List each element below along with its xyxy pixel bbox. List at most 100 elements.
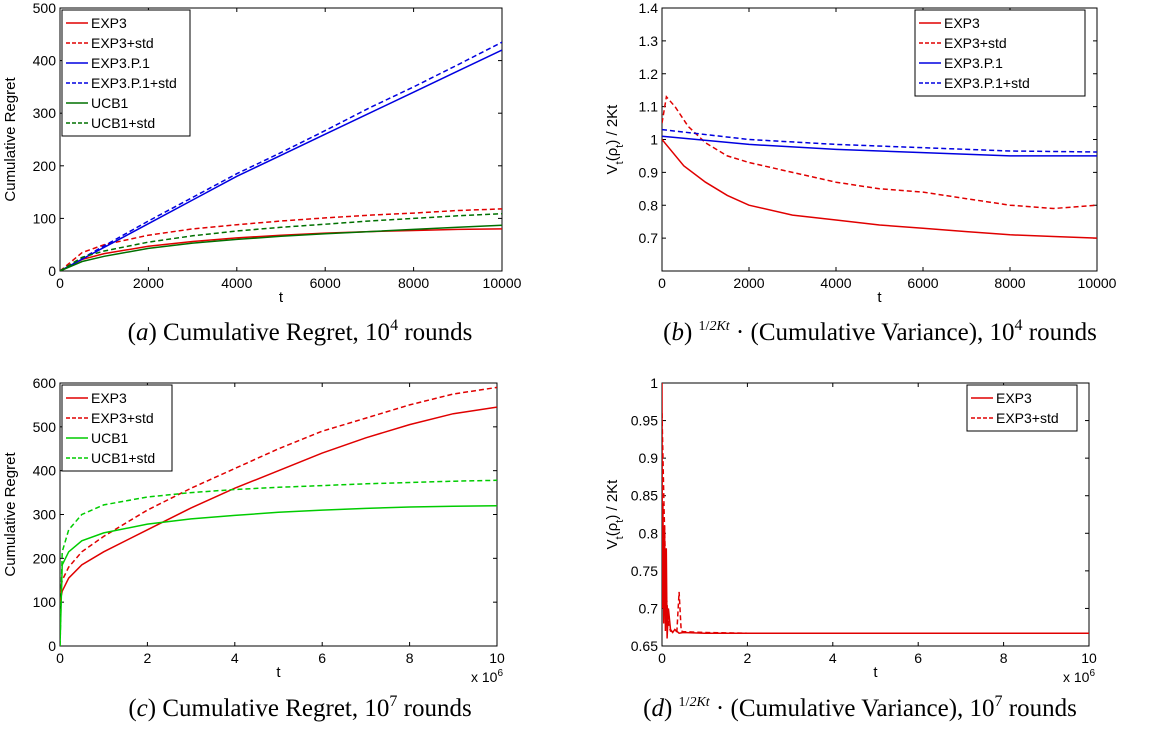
legend-box (914, 9, 1086, 97)
y-axis-label-part: (ρ (604, 148, 621, 162)
series-line-exp3-p-1 (662, 135, 1097, 157)
y-tick-label: 600 (33, 375, 57, 391)
y-tick-label: 1.1 (639, 99, 659, 115)
legend-label: EXP3 (996, 390, 1032, 406)
legend-label: EXP3 (944, 15, 980, 31)
caption-paren-open: ( (663, 319, 671, 346)
x-tick-label: 4000 (221, 275, 252, 291)
caption-paren-open: ( (128, 319, 136, 346)
caption-letter: d (651, 695, 664, 722)
caption-letter: c (137, 695, 148, 722)
series-line-exp3-p-1-std (60, 41, 502, 271)
caption-text: Cumulative Regret, 10 (163, 319, 390, 346)
caption-text: · (Cumulative Variance), 10 (710, 695, 995, 722)
y-tick-label: 0.9 (639, 164, 659, 180)
legend: EXP3 EXP3+std EXP3.P.1 EXP3.P.1+std UCB1 UCB1… (61, 9, 191, 137)
y-tick-label: 500 (33, 419, 57, 435)
y-axis-label-part: V (604, 539, 621, 549)
legend-label: EXP3.P.1 (91, 55, 150, 71)
legend-label: EXP3+std (944, 35, 1007, 51)
y-tick-label: 200 (33, 158, 57, 174)
legend-label: EXP3+std (996, 410, 1059, 426)
y-tick-label: 0.7 (639, 600, 659, 616)
y-tick-label: 0.8 (639, 525, 659, 541)
caption-paren-close: ) (148, 695, 163, 722)
y-tick-label: 0 (48, 263, 56, 279)
y-tick-label: 0.7 (639, 230, 659, 246)
legend-label: EXP3+std (91, 35, 154, 51)
series-line-exp3-p-1-std (662, 128, 1097, 153)
x-multiplier-label: x 106 (471, 668, 503, 685)
y-tick-label: 400 (33, 53, 57, 69)
legend-label: UCB1 (91, 430, 129, 446)
x-multiplier-exponent: 6 (497, 668, 503, 679)
y-tick-label: 1.3 (639, 33, 659, 49)
caption-tail: rounds (398, 319, 472, 346)
y-tick-label: 0 (48, 638, 56, 654)
x-tick-label: 4000 (820, 275, 851, 291)
series-line-exp3-std (60, 386, 497, 594)
chart-panel-a: 0 2000 4000 6000 8000 10000 0 100 200 300 400 500 t C… (2, 0, 522, 306)
x-tick-label: 4 (829, 650, 837, 666)
series-line-exp3 (662, 139, 1097, 239)
caption-frac-den: 2Kt (709, 319, 730, 334)
x-tick-label: 10000 (1078, 275, 1117, 291)
caption-paren-close: ) (684, 319, 699, 346)
chart-panel-b: 0 2000 4000 6000 8000 10000 0.7 0.8 0.9 1 1.1 1.2 1.… (604, 0, 1117, 306)
caption-sup: 4 (1015, 317, 1023, 334)
series-line-exp3-std (662, 95, 1097, 210)
caption-letter: b (671, 319, 684, 346)
legend-label: UCB1+std (91, 115, 155, 131)
x-tick-label: 0 (658, 650, 666, 666)
y-tick-label: 0.9 (639, 450, 659, 466)
series-line-ucb1-std (60, 479, 497, 646)
legend-label: EXP3 (91, 15, 127, 31)
series-line-exp3-std (60, 208, 502, 271)
y-tick-label: 100 (33, 594, 57, 610)
x-axis-label: t (877, 289, 882, 306)
y-axis-label-part: (ρ (604, 523, 621, 537)
x-tick-label: 10 (489, 650, 505, 666)
legend-label: EXP3 (91, 390, 127, 406)
x-multiplier-base: x 10 (1063, 669, 1090, 685)
y-tick-label: 300 (33, 105, 57, 121)
legend-label: EXP3.P.1+std (944, 75, 1030, 91)
legend-box (966, 384, 1078, 432)
caption-tail: rounds (397, 695, 471, 722)
y-tick-label: 1 (650, 132, 658, 148)
x-multiplier-base: x 10 (471, 669, 498, 685)
caption-frac-num: 1 (679, 695, 686, 710)
y-tick-label: 200 (33, 550, 57, 566)
x-tick-label: 6 (914, 650, 922, 666)
y-axis-label: Cumulative Regret (2, 452, 19, 577)
caption-tail: rounds (1003, 695, 1077, 722)
x-tick-label: 0 (56, 275, 64, 291)
x-tick-label: 2000 (133, 275, 164, 291)
x-tick-label: 10000 (483, 275, 522, 291)
x-tick-label: 2 (144, 650, 152, 666)
x-axis-label: t (873, 664, 878, 681)
caption-sup: 7 (995, 693, 1003, 710)
y-tick-label: 300 (33, 507, 57, 523)
x-tick-label: 2000 (733, 275, 764, 291)
caption-tail: rounds (1023, 319, 1097, 346)
caption-sup: 4 (390, 317, 398, 334)
y-axis-label: Vt(ρt) / 2Kt (604, 104, 626, 175)
legend: EXP3 EXP3+std (966, 384, 1078, 432)
caption-frac-bar: / (706, 319, 710, 334)
x-tick-label: 4 (231, 650, 239, 666)
y-axis-label: Cumulative Regret (2, 77, 19, 202)
y-tick-label: 400 (33, 463, 57, 479)
y-axis-label-part: ) / 2Kt (604, 479, 621, 520)
x-tick-label: 6 (318, 650, 326, 666)
y-tick-label: 0.8 (639, 197, 659, 213)
y-axis-label-sub: t (614, 145, 626, 148)
y-axis-label-sub: t (614, 536, 626, 539)
series-line-exp3-std (662, 413, 1089, 634)
caption-frac-num: 1 (699, 319, 706, 334)
legend-label: EXP3.P.1+std (91, 75, 177, 91)
x-multiplier-exponent: 6 (1089, 668, 1095, 679)
y-tick-label: 0.95 (631, 413, 658, 429)
